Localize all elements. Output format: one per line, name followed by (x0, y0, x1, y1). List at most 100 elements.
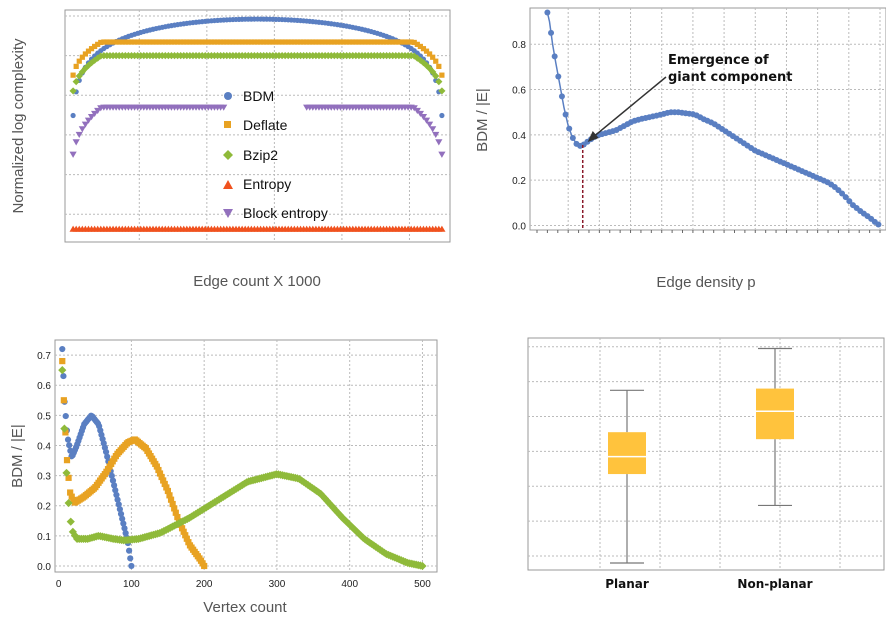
point-deflate (62, 429, 69, 436)
point-deflate (101, 39, 107, 45)
point-bzip2 (350, 525, 359, 534)
point-deflate (183, 535, 190, 542)
point-deflate (285, 39, 291, 45)
bottom-left-y-tick: 0.0 (37, 562, 51, 573)
box-body (608, 432, 646, 475)
point-deflate (141, 39, 147, 45)
point-deflate (202, 39, 208, 45)
point-bzip2 (70, 531, 80, 540)
box-non-planar (756, 347, 794, 507)
point-block_entropy (432, 131, 440, 139)
point-block_entropy (72, 139, 80, 146)
point-bzip2 (352, 527, 361, 536)
top-right-y-tick: 0.6 (512, 86, 526, 97)
point-deflate (251, 39, 258, 45)
point-deflate (261, 39, 267, 45)
point-deflate (150, 39, 156, 45)
point-deflate (307, 39, 313, 45)
legend-marker-block-entropy (223, 209, 233, 218)
point-deflate (242, 39, 248, 45)
bottom-left-x-tick: 500 (414, 579, 431, 590)
point-deflate (408, 39, 414, 45)
point-deflate (208, 39, 215, 45)
point-block_entropy (435, 139, 443, 146)
point-deflate (270, 39, 276, 45)
point-deflate (85, 48, 92, 54)
point-deflate (245, 39, 251, 45)
point-deflate (178, 525, 186, 532)
point-bdm (548, 29, 555, 36)
point-deflate (267, 39, 273, 45)
bottom-left-x-tick: 300 (269, 579, 286, 590)
point-deflate (433, 58, 439, 64)
point-deflate (390, 39, 396, 45)
point-deflate (182, 532, 189, 539)
point-bzip2 (58, 366, 67, 375)
point-deflate (368, 39, 374, 45)
legend-label-bdm: BDM (243, 88, 274, 104)
point-deflate (184, 39, 190, 45)
annotation-arrow-head (587, 131, 599, 143)
point-bzip2 (327, 501, 336, 510)
point-bdm (70, 112, 76, 119)
point-deflate (337, 39, 344, 45)
legend-marker-bdm (224, 92, 232, 100)
point-bzip2 (325, 499, 334, 508)
bottom-right-plot-frame (527, 337, 885, 571)
point-deflate (59, 357, 66, 365)
point-deflate (423, 48, 430, 54)
point-deflate (172, 509, 179, 516)
point-bzip2 (438, 87, 446, 95)
point-bdm (114, 496, 121, 503)
point-deflate (387, 39, 393, 45)
point-block_entropy (87, 114, 96, 121)
point-block_entropy (78, 126, 86, 133)
point-deflate (340, 39, 347, 45)
box-planar (608, 389, 646, 564)
point-deflate (79, 54, 85, 60)
point-deflate (107, 39, 113, 45)
point-deflate (168, 39, 175, 45)
point-bdm (108, 472, 115, 479)
point-bzip2 (429, 68, 437, 76)
point-deflate (187, 39, 193, 45)
point-deflate (294, 39, 301, 45)
point-deflate (82, 51, 88, 57)
legend-marker-deflate (224, 121, 231, 128)
bottom-left-y-axis-label: BDM / |E| (9, 424, 26, 488)
point-deflate (328, 39, 334, 45)
legend-item-bdm: BDM (224, 88, 274, 104)
point-deflate (104, 39, 110, 45)
legend-item-deflate: Deflate (224, 117, 288, 133)
point-bzip2 (331, 506, 340, 515)
point-deflate (439, 72, 445, 78)
point-deflate (350, 39, 356, 45)
point-deflate (218, 39, 224, 45)
legend: BDM Deflate Bzip2 Entropy Block entropy (223, 88, 328, 221)
point-deflate (161, 480, 168, 488)
point-deflate (334, 39, 341, 45)
point-deflate (427, 51, 433, 57)
point-bzip2 (69, 87, 77, 95)
point-deflate (353, 39, 359, 45)
legend-item-entropy: Entropy (223, 176, 291, 192)
point-bzip2 (432, 72, 440, 80)
bottom-left-y-tick: 0.3 (37, 472, 51, 483)
top-right-y-tick: 0.4 (512, 131, 526, 142)
point-bdm (121, 525, 128, 532)
bottom-left-x-tick: 0 (56, 579, 62, 590)
point-deflate (230, 39, 236, 45)
point-deflate (171, 39, 178, 45)
point-deflate (196, 39, 202, 45)
point-deflate (116, 39, 122, 45)
top-left-plot-frame (64, 9, 451, 243)
point-deflate (76, 58, 82, 64)
point-deflate (279, 39, 285, 45)
series-deflate (59, 357, 208, 570)
annotation-line-2: giant component (668, 70, 793, 85)
top-left-y-axis-label: Normalized log complexity (10, 38, 27, 214)
point-deflate (178, 39, 184, 45)
point-deflate (88, 46, 95, 52)
point-deflate (227, 39, 233, 45)
